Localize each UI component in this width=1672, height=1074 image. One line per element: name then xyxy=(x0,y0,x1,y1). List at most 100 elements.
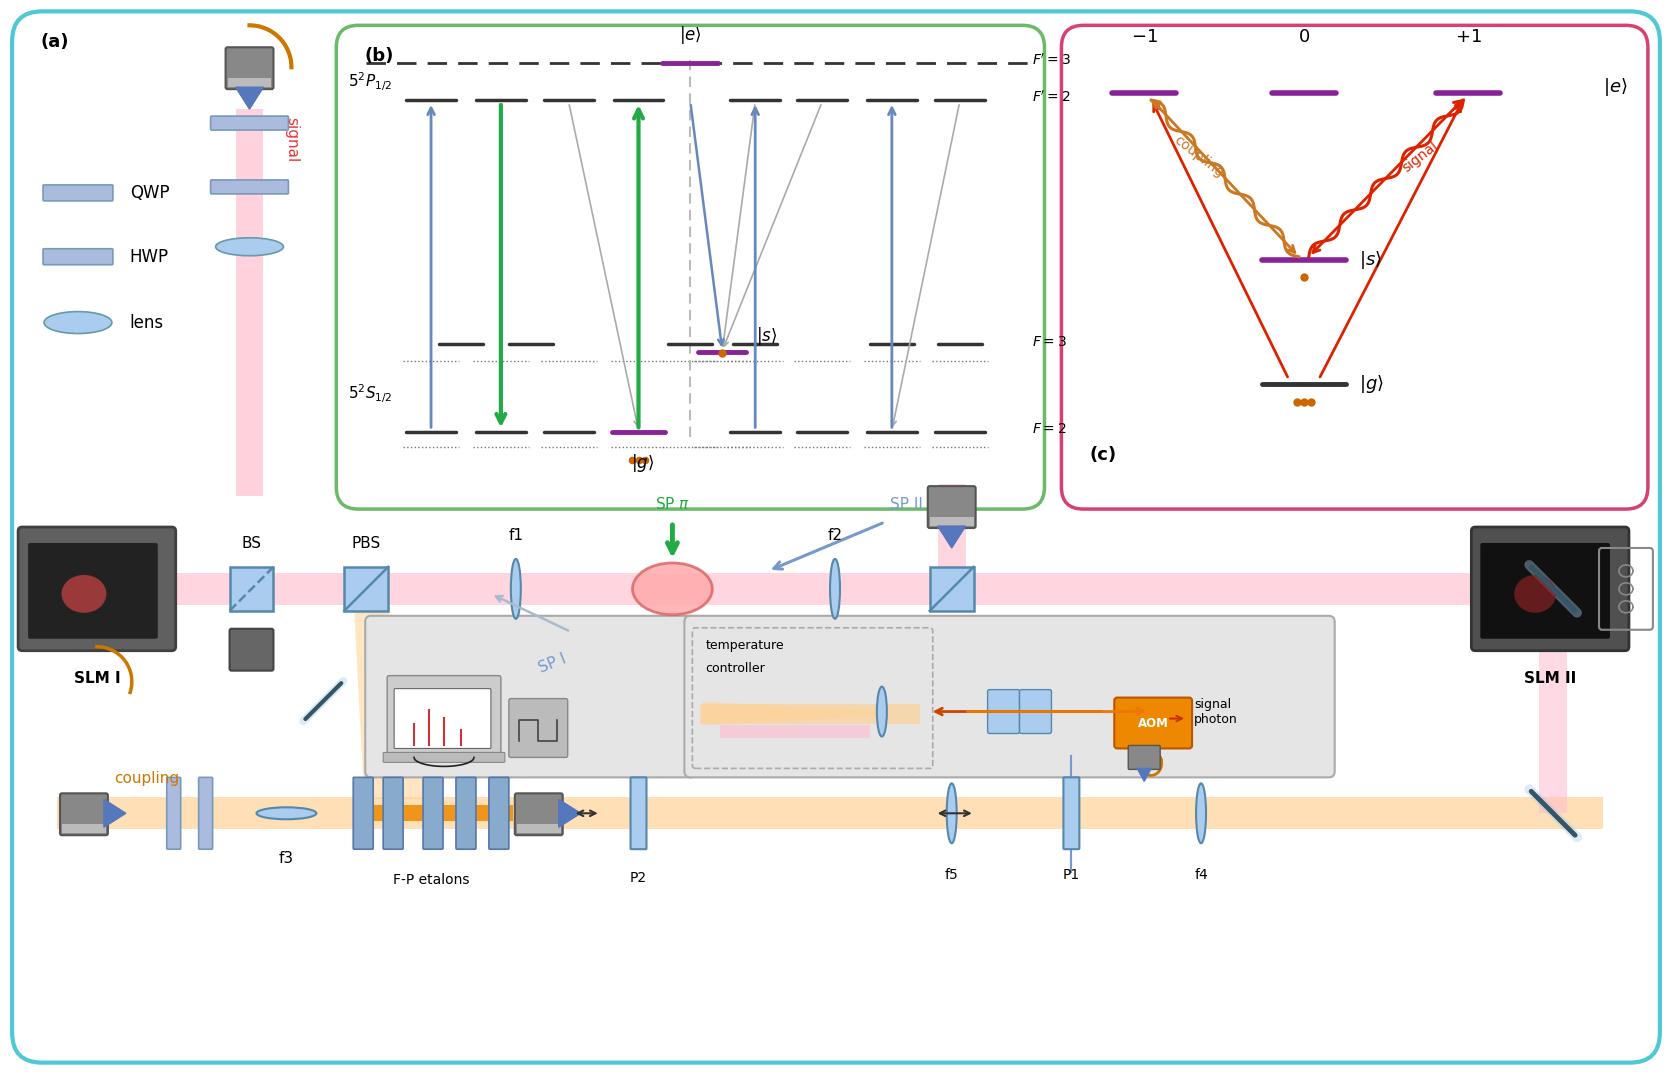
Text: $|g\rangle$: $|g\rangle$ xyxy=(630,452,654,475)
Text: controller: controller xyxy=(706,662,766,674)
Text: P1: P1 xyxy=(1063,868,1080,882)
Text: (c): (c) xyxy=(1090,446,1117,464)
FancyBboxPatch shape xyxy=(211,116,288,130)
Text: coupling: coupling xyxy=(1172,133,1227,180)
Text: temperature: temperature xyxy=(706,639,784,652)
Polygon shape xyxy=(354,611,426,799)
Text: $5^2P_{1/2}$: $5^2P_{1/2}$ xyxy=(348,70,393,93)
FancyBboxPatch shape xyxy=(388,676,502,757)
Text: $|s\rangle$: $|s\rangle$ xyxy=(756,325,777,348)
Text: SLM I: SLM I xyxy=(74,670,120,685)
Text: f3: f3 xyxy=(279,852,294,867)
Text: coupling: coupling xyxy=(114,771,179,786)
FancyBboxPatch shape xyxy=(1471,527,1629,651)
Polygon shape xyxy=(930,567,973,611)
Text: $+1$: $+1$ xyxy=(1455,28,1481,46)
FancyBboxPatch shape xyxy=(684,615,1334,778)
Text: F-P etalons: F-P etalons xyxy=(393,873,470,887)
Text: SP $\pi$: SP $\pi$ xyxy=(655,496,691,512)
FancyBboxPatch shape xyxy=(18,527,176,651)
FancyBboxPatch shape xyxy=(236,110,264,496)
Ellipse shape xyxy=(1195,783,1206,843)
FancyBboxPatch shape xyxy=(928,487,976,528)
Text: signal
photon: signal photon xyxy=(1194,697,1237,726)
FancyBboxPatch shape xyxy=(43,249,114,264)
Ellipse shape xyxy=(1515,575,1557,613)
FancyBboxPatch shape xyxy=(456,778,477,850)
Ellipse shape xyxy=(216,237,284,256)
Ellipse shape xyxy=(876,686,886,737)
FancyBboxPatch shape xyxy=(508,698,568,757)
Text: (a): (a) xyxy=(40,33,69,52)
Text: f2: f2 xyxy=(828,528,843,543)
FancyBboxPatch shape xyxy=(167,778,181,850)
FancyBboxPatch shape xyxy=(353,778,373,850)
Text: f4: f4 xyxy=(1194,868,1207,882)
Text: SP II: SP II xyxy=(890,497,923,512)
Text: $F=2$: $F=2$ xyxy=(1033,422,1067,436)
Text: QWP: QWP xyxy=(130,184,169,202)
Polygon shape xyxy=(229,567,274,611)
FancyBboxPatch shape xyxy=(938,484,966,567)
Text: HWP: HWP xyxy=(130,248,169,265)
Text: SLM II: SLM II xyxy=(1523,670,1577,685)
FancyBboxPatch shape xyxy=(364,615,696,778)
FancyBboxPatch shape xyxy=(57,572,1625,605)
Text: PBS: PBS xyxy=(351,536,381,551)
Ellipse shape xyxy=(512,558,520,619)
Ellipse shape xyxy=(946,783,956,843)
Text: AOM: AOM xyxy=(1137,717,1169,730)
Text: (b): (b) xyxy=(364,47,393,66)
FancyBboxPatch shape xyxy=(488,778,508,850)
FancyBboxPatch shape xyxy=(43,185,114,201)
FancyBboxPatch shape xyxy=(1063,778,1080,850)
Ellipse shape xyxy=(43,311,112,334)
Text: f5: f5 xyxy=(945,868,958,882)
Polygon shape xyxy=(702,701,879,726)
FancyBboxPatch shape xyxy=(226,47,274,89)
Polygon shape xyxy=(1137,768,1152,782)
Ellipse shape xyxy=(62,575,107,613)
FancyBboxPatch shape xyxy=(211,180,288,194)
FancyBboxPatch shape xyxy=(1540,589,1567,813)
FancyBboxPatch shape xyxy=(28,543,157,639)
FancyBboxPatch shape xyxy=(395,688,492,749)
FancyBboxPatch shape xyxy=(227,78,271,87)
Text: $|e\rangle$: $|e\rangle$ xyxy=(1603,76,1627,98)
FancyBboxPatch shape xyxy=(60,794,109,836)
Polygon shape xyxy=(938,526,966,548)
Ellipse shape xyxy=(256,808,316,819)
FancyBboxPatch shape xyxy=(701,703,920,724)
FancyBboxPatch shape xyxy=(1114,698,1192,749)
Text: signal: signal xyxy=(1399,139,1441,175)
Text: lens: lens xyxy=(130,314,164,332)
FancyBboxPatch shape xyxy=(930,517,973,526)
Text: $|g\rangle$: $|g\rangle$ xyxy=(1359,374,1383,395)
FancyBboxPatch shape xyxy=(383,778,403,850)
FancyBboxPatch shape xyxy=(229,628,274,670)
FancyBboxPatch shape xyxy=(1062,26,1649,509)
FancyBboxPatch shape xyxy=(721,725,869,739)
FancyBboxPatch shape xyxy=(383,753,505,763)
Text: $|e\rangle$: $|e\rangle$ xyxy=(679,25,702,46)
Text: $F=3$: $F=3$ xyxy=(1033,334,1067,348)
Text: $F'=2$: $F'=2$ xyxy=(1033,89,1070,105)
FancyBboxPatch shape xyxy=(62,824,105,833)
Text: $-1$: $-1$ xyxy=(1130,28,1157,46)
FancyBboxPatch shape xyxy=(517,824,560,833)
Text: $|s\rangle$: $|s\rangle$ xyxy=(1359,249,1381,271)
Polygon shape xyxy=(344,567,388,611)
Polygon shape xyxy=(558,799,580,827)
FancyBboxPatch shape xyxy=(1480,543,1610,639)
Text: $F'=3$: $F'=3$ xyxy=(1033,53,1072,68)
Text: SP I: SP I xyxy=(537,652,568,677)
Text: P2: P2 xyxy=(630,871,647,885)
FancyBboxPatch shape xyxy=(515,794,563,836)
FancyBboxPatch shape xyxy=(199,778,212,850)
Ellipse shape xyxy=(829,558,839,619)
FancyBboxPatch shape xyxy=(1129,745,1160,769)
Polygon shape xyxy=(236,87,264,110)
Ellipse shape xyxy=(632,563,712,614)
Text: $0$: $0$ xyxy=(1297,28,1309,46)
FancyBboxPatch shape xyxy=(423,778,443,850)
